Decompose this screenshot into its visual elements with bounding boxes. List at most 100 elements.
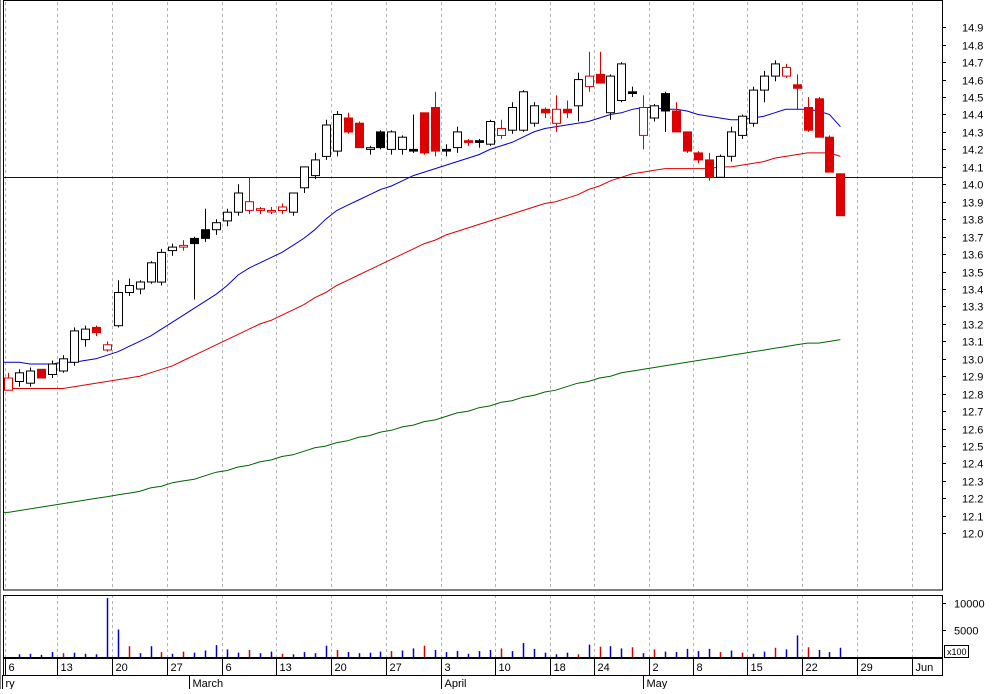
date-axis: 6 13 20 27 6 13 20 27 3 10 18 24 2 8 15 22 29 Jun ry March A… bbox=[2, 658, 934, 690]
candle-body bbox=[661, 93, 670, 112]
pane-borders bbox=[0, 0, 943, 689]
candle bbox=[37, 368, 46, 379]
month-label: ry bbox=[6, 678, 16, 689]
candle bbox=[245, 177, 254, 214]
candle bbox=[804, 97, 813, 132]
candle-body bbox=[366, 147, 375, 150]
price-tick-label: 13.3 bbox=[962, 302, 983, 314]
candle-body bbox=[596, 73, 605, 84]
price-tick-label: 13.0 bbox=[962, 355, 983, 367]
candle bbox=[92, 325, 101, 337]
date-tick-label: Jun bbox=[916, 662, 934, 674]
candle-body bbox=[442, 148, 451, 152]
candle bbox=[585, 51, 594, 92]
candle bbox=[694, 151, 703, 164]
price-tick-label: 13.9 bbox=[962, 198, 983, 210]
candle bbox=[409, 114, 418, 153]
candle-body bbox=[497, 128, 506, 136]
candle-body bbox=[26, 370, 35, 384]
date-tick-label: 20 bbox=[335, 662, 347, 674]
moving-average-line-ma_short bbox=[4, 107, 841, 365]
price-tick-label: 12.0 bbox=[962, 529, 983, 541]
date-axis-border bbox=[3, 658, 943, 676]
candle-body bbox=[650, 105, 659, 119]
candle-body bbox=[212, 222, 221, 231]
date-tick-label: 3 bbox=[445, 662, 451, 674]
candle-body bbox=[617, 63, 626, 101]
candle-body bbox=[760, 75, 769, 91]
candle-body bbox=[223, 211, 232, 222]
candle-body bbox=[825, 136, 834, 173]
candle-body bbox=[376, 131, 385, 149]
price-tick-label: 14.7 bbox=[962, 58, 983, 70]
candle bbox=[815, 97, 824, 138]
price-tick-label: 12.5 bbox=[962, 442, 983, 454]
candle-body bbox=[431, 107, 440, 152]
candle-body bbox=[168, 246, 177, 252]
candle bbox=[683, 131, 692, 153]
candle bbox=[322, 119, 331, 160]
moving-averages bbox=[4, 107, 841, 513]
candle bbox=[223, 208, 232, 227]
price-tick-label: 14.5 bbox=[962, 93, 983, 105]
candle bbox=[398, 135, 407, 155]
candle-body bbox=[322, 124, 331, 157]
candle-body bbox=[530, 105, 539, 124]
month-label: May bbox=[647, 678, 668, 689]
candle-body bbox=[398, 136, 407, 150]
candle bbox=[300, 166, 309, 193]
candle bbox=[617, 62, 626, 103]
candle bbox=[190, 236, 199, 300]
candle bbox=[136, 280, 145, 295]
candle bbox=[574, 72, 583, 122]
candle-body bbox=[420, 112, 429, 154]
candle-body bbox=[453, 131, 462, 149]
price-tick-label: 14.0 bbox=[962, 180, 983, 192]
candle-body bbox=[344, 117, 353, 133]
candle bbox=[26, 367, 35, 387]
candle-body bbox=[585, 75, 594, 88]
candle bbox=[431, 91, 440, 157]
candle bbox=[497, 119, 506, 139]
candle-body bbox=[70, 330, 79, 363]
candle-body bbox=[606, 75, 615, 114]
date-tick-label: 20 bbox=[116, 662, 128, 674]
candle-body bbox=[519, 91, 528, 131]
candle bbox=[541, 107, 550, 118]
candle-body bbox=[782, 66, 791, 77]
candle bbox=[628, 86, 637, 97]
candle-body bbox=[738, 115, 747, 136]
candle-body bbox=[815, 98, 824, 138]
candle bbox=[486, 119, 495, 146]
candle-body bbox=[409, 148, 418, 152]
price-tick-label: 13.8 bbox=[962, 215, 983, 227]
candle-body bbox=[103, 344, 112, 351]
candle-body bbox=[300, 166, 309, 189]
candle-body bbox=[179, 244, 188, 248]
candle-body bbox=[92, 326, 101, 334]
price-tick-label: 12.2 bbox=[962, 494, 983, 506]
grid-lines bbox=[5, 2, 913, 657]
price-tick-label: 12.3 bbox=[962, 477, 983, 489]
candle bbox=[508, 102, 517, 134]
candle bbox=[836, 173, 845, 217]
candle-body bbox=[289, 192, 298, 213]
candle bbox=[278, 203, 287, 214]
candle-body bbox=[201, 229, 210, 239]
candle bbox=[530, 102, 539, 127]
candle bbox=[716, 154, 725, 178]
candle bbox=[661, 91, 670, 132]
price-tick-label: 14.4 bbox=[962, 110, 983, 122]
candle bbox=[234, 184, 243, 216]
candle-body bbox=[278, 206, 287, 211]
candle bbox=[103, 341, 112, 352]
candle bbox=[59, 355, 68, 373]
candle-body bbox=[136, 281, 145, 290]
candle bbox=[563, 100, 572, 118]
candle-body bbox=[355, 122, 364, 149]
price-tick-label: 13.1 bbox=[962, 337, 983, 349]
candle-body bbox=[147, 262, 156, 283]
price-pane-border bbox=[3, 0, 943, 591]
